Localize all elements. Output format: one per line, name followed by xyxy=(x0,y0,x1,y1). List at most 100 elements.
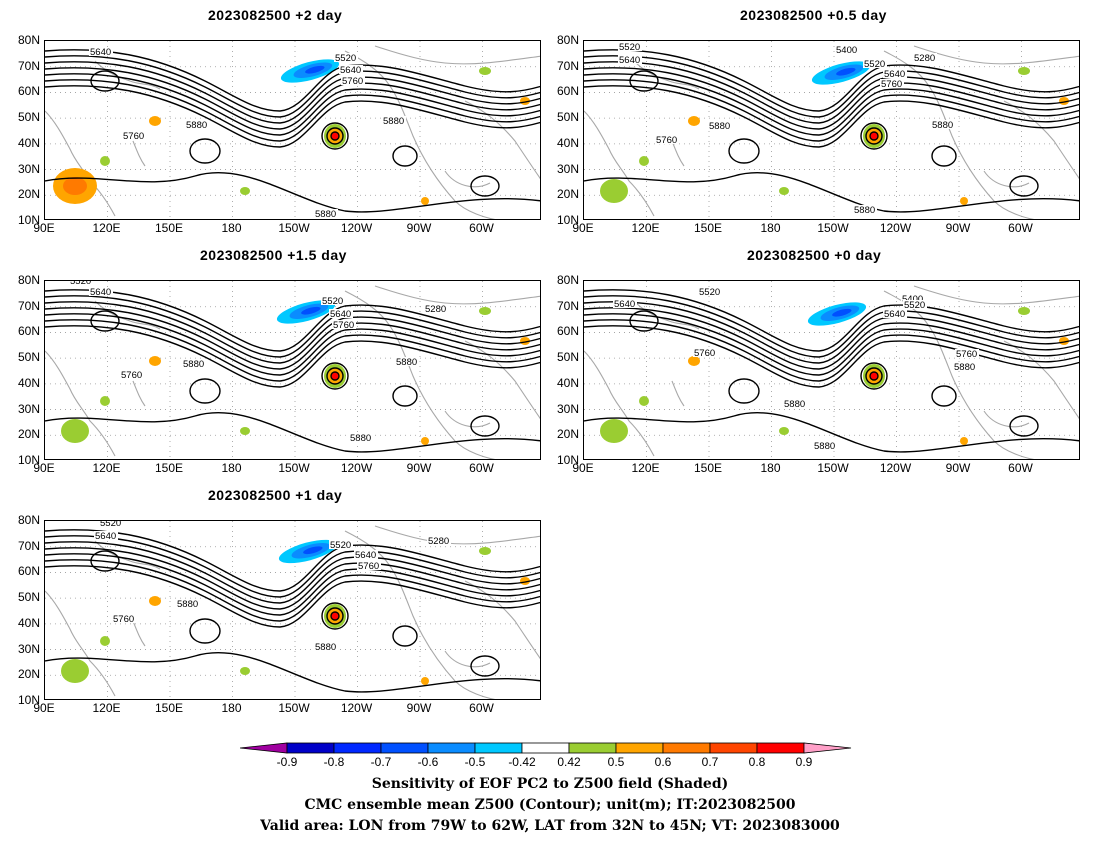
longitude-tick-label: 90E xyxy=(33,461,55,475)
colorbar-cell xyxy=(380,742,429,754)
longitude-tick-label: 120E xyxy=(631,221,660,235)
contour-label: 5880 xyxy=(183,359,204,370)
longitude-tick-label: 180 xyxy=(760,461,781,475)
panel-title: 2023082500 +1.5 day xyxy=(200,247,347,263)
longitude-tick-label: 120E xyxy=(92,701,121,715)
longitude-tick-label: 120W xyxy=(879,221,912,235)
longitude-tick-label: 90E xyxy=(572,221,594,235)
contour-label: 5880 xyxy=(315,209,336,220)
latitude-tick-label: 40N xyxy=(556,375,579,390)
contour-label: 5520 xyxy=(335,53,356,64)
map-plot-area: 5520 5640 5520 5640 5760 5280 5760 5880 5880 5880 xyxy=(44,280,541,460)
colorbar-tick-label: -0.5 xyxy=(464,755,486,769)
colorbar-cell xyxy=(333,742,382,754)
contour-label: 5520 xyxy=(70,281,91,287)
latitude-tick-label: 10N xyxy=(556,213,579,227)
colorbar-tick-label: -0.7 xyxy=(370,755,392,769)
latitude-tick-label: 10N xyxy=(17,453,40,467)
coastline xyxy=(45,45,540,219)
map-plot-area: 5520 5640 5520 5640 5760 5280 5880 5760 5880 xyxy=(44,520,541,700)
latitude-tick-label: 70N xyxy=(17,58,40,73)
contour-label: 5880 xyxy=(186,120,207,131)
contour-label: 5520 xyxy=(864,59,885,70)
sensitivity-shading xyxy=(61,539,530,685)
contour-label: 5760 xyxy=(121,370,142,381)
colorbar-cell xyxy=(662,742,711,754)
contour-label: 5880 xyxy=(177,599,198,610)
longitude-tick-label: 90E xyxy=(33,701,55,715)
colorbar-tick-label: 0.9 xyxy=(795,755,813,769)
caption-line-3: Valid area: LON from 79W to 62W, LAT fro… xyxy=(260,818,840,834)
colorbar-tick-label: -0.6 xyxy=(417,755,439,769)
latitude-tick-label: 60N xyxy=(556,84,579,99)
panel-title: 2023082500 +0 day xyxy=(747,247,882,263)
latitude-tick-label: 30N xyxy=(556,161,579,176)
contour-label: 5760 xyxy=(656,135,677,146)
latitude-tick-label: 60N xyxy=(17,84,40,99)
longitude-tick-label: 90W xyxy=(406,701,432,715)
latitude-tick-label: 50N xyxy=(17,590,40,605)
latitude-tick-label: 10N xyxy=(17,693,40,707)
colorbar-tick-label: 0.7 xyxy=(701,755,719,769)
longitude-tick-label: 120E xyxy=(92,221,121,235)
latitude-tick-label: 80N xyxy=(17,273,40,287)
contour-label: 5760 xyxy=(113,614,134,625)
colorbar-tick-label: 0.6 xyxy=(654,755,672,769)
longitude-tick-label: 90W xyxy=(945,461,971,475)
contour-label: 5640 xyxy=(330,309,351,320)
map-plot-area: 5640 5520 5400 5520 5640 5760 5760 5880 5880 5880 xyxy=(583,280,1080,460)
latitude-tick-label: 80N xyxy=(17,513,40,527)
contour-label: 5880 xyxy=(396,357,417,368)
longitude-tick-label: 60W xyxy=(469,221,494,235)
latitude-tick-label: 50N xyxy=(556,350,579,365)
colorbar-tick-label: 0.8 xyxy=(748,755,766,769)
map-svg: 5520564054005280552056405760588057605880… xyxy=(584,41,1079,219)
contour-label: 5520 xyxy=(904,300,925,311)
contour-label: 5640 xyxy=(95,531,116,542)
z500-contours xyxy=(45,529,540,693)
longitude-tick-label: 150E xyxy=(154,461,184,475)
longitude-tick-label: 60W xyxy=(469,461,494,475)
latitude-tick-label: 60N xyxy=(17,564,40,579)
latitude-tick-label: 30N xyxy=(556,401,579,416)
longitude-tick-label: 120E xyxy=(631,461,660,475)
contour-label: 5520 xyxy=(619,42,640,53)
contour-label: 5520 xyxy=(330,540,351,551)
latitude-tick-label: 60N xyxy=(556,324,579,339)
longitude-tick-label: 60W xyxy=(1008,221,1033,235)
latitude-tick-label: 10N xyxy=(17,213,40,227)
colorbar-tick-label: -0.8 xyxy=(323,755,345,769)
panel-title: 2023082500 +0.5 day xyxy=(740,7,887,23)
z500-contours xyxy=(45,49,540,213)
latitude-tick-label: 20N xyxy=(17,667,40,682)
longitude-tick-label: 150E xyxy=(154,701,184,715)
latitude-tick-label: 20N xyxy=(556,187,579,202)
contour-label: 5880 xyxy=(383,116,404,127)
latitude-tick-label: 80N xyxy=(17,33,40,47)
latitude-tick-label: 60N xyxy=(17,324,40,339)
latitude-tick-label: 40N xyxy=(17,375,40,390)
contour-label: 5760 xyxy=(358,561,379,572)
longitude-tick-label: 150W xyxy=(278,701,310,715)
contour-label: 5880 xyxy=(954,362,975,373)
contour-label: 5760 xyxy=(881,79,902,90)
longitude-tick-label: 180 xyxy=(760,221,781,235)
longitude-tick-label: 150W xyxy=(817,221,849,235)
contour-label: 5760 xyxy=(333,320,354,331)
contour-label: 5280 xyxy=(425,304,446,315)
longitude-tick-label: 90E xyxy=(33,221,55,235)
contour-label: 5880 xyxy=(814,441,835,452)
latitude-tick-label: 40N xyxy=(556,135,579,150)
contour-label: 5760 xyxy=(123,131,144,142)
latitude-tick-label: 20N xyxy=(556,427,579,442)
contour-label: 5880 xyxy=(709,121,730,132)
z500-contours xyxy=(584,49,1079,213)
longitude-tick-label: 90E xyxy=(572,461,594,475)
contour-label: 5760 xyxy=(342,76,363,87)
latitude-tick-label: 70N xyxy=(556,58,579,73)
longitude-tick-label: 90W xyxy=(945,221,971,235)
longitude-tick-label: 150E xyxy=(154,221,184,235)
